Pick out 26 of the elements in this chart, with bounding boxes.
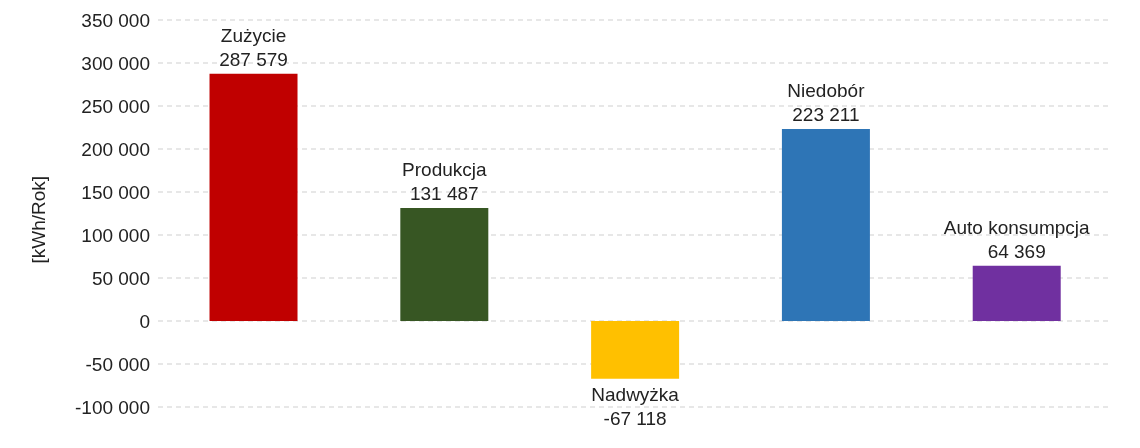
x-tick-label: Zużycie <box>220 24 287 46</box>
bar <box>781 129 870 321</box>
y-tick-label: 250 000 <box>81 95 150 117</box>
y-tick-label: 350 000 <box>81 9 150 31</box>
x-tick-label: Auto konsumpcja <box>943 216 1091 238</box>
bar <box>209 73 298 321</box>
data-label: 223 211 <box>792 104 860 126</box>
bar <box>591 321 680 379</box>
y-tick-label: 300 000 <box>81 52 150 74</box>
y-tick-label: 0 <box>139 310 150 332</box>
x-tick-label: Produkcja <box>402 158 487 180</box>
y-tick-label: 100 000 <box>81 224 150 246</box>
y-tick-label: 50 000 <box>91 267 150 289</box>
bar <box>972 265 1061 321</box>
y-tick-label: -50 000 <box>85 353 150 375</box>
data-label: -67 118 <box>603 407 667 429</box>
data-label: 131 487 <box>409 182 479 204</box>
y-axis-title: [kWh/Rok] <box>27 175 49 264</box>
y-tick-label: 150 000 <box>81 181 150 203</box>
bar <box>400 207 489 321</box>
x-tick-label: Niedobór <box>787 80 866 102</box>
y-tick-label: -100 000 <box>74 396 150 418</box>
data-label: 64 369 <box>987 240 1046 262</box>
data-label: 287 579 <box>219 48 288 70</box>
x-tick-label: Nadwyżka <box>591 383 680 405</box>
y-tick-label: 200 000 <box>81 138 150 160</box>
